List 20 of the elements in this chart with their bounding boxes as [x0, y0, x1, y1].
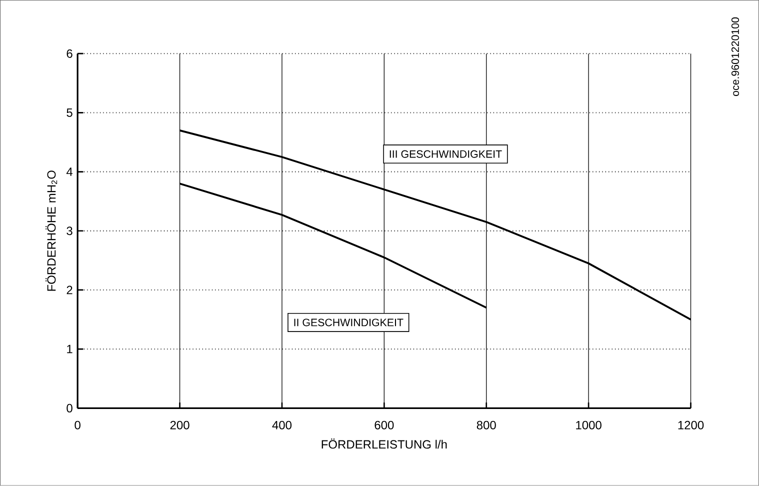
x-tick-label: 1200 [678, 420, 704, 430]
y-axis-title: FÖRDERHÖHE mH$_{2}$O [46, 170, 58, 291]
y-tick-label: 3 [66, 226, 72, 236]
x-tick-label: 1000 [576, 420, 602, 430]
x-tick-label: 0 [74, 420, 80, 430]
line-series [178, 182, 488, 309]
y-tick-label: 6 [66, 49, 72, 58]
y-tick-label: 5 [66, 108, 72, 117]
x-tick-label: 600 [374, 420, 394, 430]
text: III GESCHWINDIGKEIT [390, 150, 502, 158]
x-axis-title: FÖRDERLEISTUNG l/h [322, 438, 447, 449]
x-tick-label: 800 [476, 420, 496, 430]
y-tick-label: 4 [66, 168, 73, 176]
y-tick-label: 1 [67, 345, 72, 354]
y-tick-label: 0 [66, 404, 72, 413]
x-tick-label: 400 [272, 420, 292, 430]
x-tick-label: 200 [170, 420, 190, 430]
y-tick-label: 2 [66, 286, 72, 294]
text: II GESCHWINDIGKEIT [294, 318, 404, 326]
text: oce.9601220100 [731, 18, 740, 96]
